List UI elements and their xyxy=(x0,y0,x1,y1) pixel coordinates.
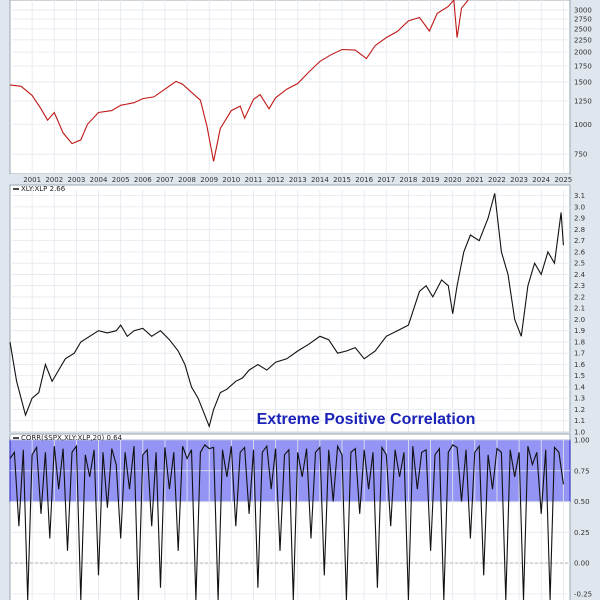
y-tick-label: 2250 xyxy=(574,36,592,44)
x-tick-label: 2018 xyxy=(400,176,418,184)
y-tick-label: 2.8 xyxy=(574,226,585,234)
x-tick-label: 2005 xyxy=(112,176,130,184)
x-tick-label: 2017 xyxy=(377,176,395,184)
y-tick-label: 2.7 xyxy=(574,237,585,245)
y-tick-label: 2.3 xyxy=(574,282,585,290)
year-axis-labels: 2001 2002 2003 2004 2005 2006 2007 2008 2009 2010… xyxy=(23,176,572,184)
x-tick-label: 2022 xyxy=(488,176,506,184)
y-tick-label: 2.4 xyxy=(574,271,586,279)
y-tick-label: 2.9 xyxy=(574,215,585,223)
price-line xyxy=(9,0,469,162)
price-panel-grid xyxy=(10,0,570,174)
y-tick-label: 2.2 xyxy=(574,293,585,301)
x-tick-label: 2023 xyxy=(510,176,528,184)
y-tick-label: 1.4 xyxy=(574,383,586,391)
y-tick-label: 2500 xyxy=(574,25,592,33)
correlation-panel-title: CORR($SPX,XLY:XLP,20) 0.64 xyxy=(13,434,123,442)
ratio-line xyxy=(9,193,564,429)
y-tick-label: 1.7 xyxy=(574,350,585,358)
y-tick-label: 2750 xyxy=(574,15,592,23)
y-tick-label: 2.5 xyxy=(574,260,585,268)
x-tick-label: 2006 xyxy=(134,176,152,184)
correlation-line xyxy=(9,444,564,600)
x-tick-label: 2015 xyxy=(333,176,351,184)
x-tick-label: 2019 xyxy=(422,176,440,184)
y-tick-label: 1.6 xyxy=(574,361,586,369)
y-tick-label: 750 xyxy=(574,151,587,159)
y-tick-label: 1500 xyxy=(574,79,592,87)
y-tick-label: 1.00 xyxy=(574,437,590,445)
ratio-panel-title: XLY:XLP 2.66 xyxy=(13,185,66,193)
correlation-panel-title-text: CORR($SPX,XLY:XLP,20) 0.64 xyxy=(21,434,123,442)
correlation-annotation: Extreme Positive Correlation xyxy=(257,411,476,428)
x-tick-label: 2002 xyxy=(45,176,63,184)
y-tick-label: 1000 xyxy=(574,121,592,129)
x-tick-label: 2007 xyxy=(156,176,174,184)
y-tick-label: 2.6 xyxy=(574,248,586,256)
x-tick-label: 2004 xyxy=(90,176,108,184)
x-tick-label: 2003 xyxy=(67,176,85,184)
y-tick-label: 2000 xyxy=(574,49,592,57)
y-tick-label: 1.9 xyxy=(574,327,585,335)
y-tick-label: 3.0 xyxy=(574,203,585,211)
y-tick-label: 1.2 xyxy=(574,406,585,414)
y-tick-label: 2.1 xyxy=(574,305,585,313)
ratio-panel-y-ticks: 1.0 1.1 1.2 1.3 1.4 1.5 1.6 1.7 1.8 1.9 2.0 2.1 2.2 2… xyxy=(574,192,586,436)
ratio-panel-title-text: XLY:XLP 2.66 xyxy=(21,185,66,193)
y-tick-label: 1.3 xyxy=(574,395,585,403)
ratio-panel-grid xyxy=(10,190,570,433)
y-tick-label: 0.75 xyxy=(574,467,590,475)
y-tick-label: 1.8 xyxy=(574,338,585,346)
x-tick-label: 2010 xyxy=(222,176,240,184)
y-tick-label: 0.50 xyxy=(574,498,590,506)
y-tick-label: 0.25 xyxy=(574,529,590,537)
year-axis-strip xyxy=(10,174,570,185)
y-tick-label: 2.0 xyxy=(574,316,585,324)
y-tick-label: 1.1 xyxy=(574,417,585,425)
y-tick-label: 1250 xyxy=(574,98,592,106)
y-tick-label: 3000 xyxy=(574,6,592,14)
correlation-panel-y-ticks: -0.25 0.00 0.25 0.50 0.75 1.00 xyxy=(574,437,592,599)
x-tick-label: 2024 xyxy=(532,176,550,184)
y-tick-label: 1.0 xyxy=(574,429,585,437)
x-tick-label: 2016 xyxy=(355,176,373,184)
x-tick-label: 2025 xyxy=(554,176,572,184)
y-tick-label: -0.25 xyxy=(574,590,592,598)
x-tick-label: 2001 xyxy=(23,176,41,184)
y-tick-label: 1.5 xyxy=(574,372,585,380)
x-tick-label: 2014 xyxy=(311,176,329,184)
x-tick-label: 2011 xyxy=(245,176,263,184)
x-tick-label: 2009 xyxy=(200,176,218,184)
x-tick-label: 2013 xyxy=(289,176,307,184)
y-tick-label: 3.1 xyxy=(574,192,585,200)
x-tick-label: 2012 xyxy=(267,176,285,184)
x-tick-label: 2008 xyxy=(178,176,196,184)
x-tick-label: 2020 xyxy=(444,176,462,184)
y-tick-label: 0.00 xyxy=(574,560,590,568)
x-tick-label: 2021 xyxy=(466,176,484,184)
y-tick-label: 1750 xyxy=(574,63,592,71)
